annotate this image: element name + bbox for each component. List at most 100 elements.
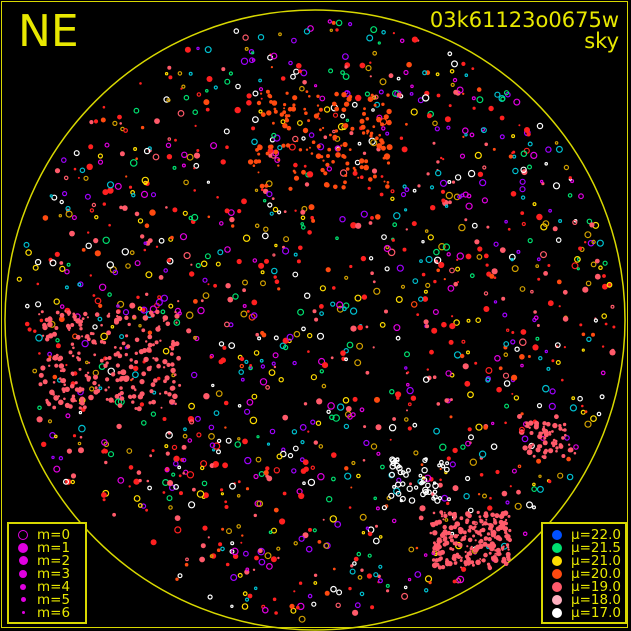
star-marker <box>261 232 269 240</box>
star-marker <box>359 513 367 521</box>
star-marker <box>387 248 396 257</box>
star-marker <box>471 520 476 525</box>
star-marker <box>372 346 375 349</box>
star-marker <box>410 395 417 401</box>
star-marker <box>594 258 600 264</box>
star-marker <box>136 406 142 412</box>
star-marker <box>343 423 350 430</box>
star-marker <box>53 465 61 473</box>
star-marker <box>479 534 483 537</box>
star-marker <box>54 251 60 257</box>
star-marker <box>58 399 64 406</box>
star-marker <box>494 354 501 362</box>
star-marker <box>546 421 551 427</box>
star-marker <box>590 415 597 423</box>
star-marker <box>364 159 369 164</box>
star-marker <box>501 296 506 301</box>
star-marker <box>448 104 452 108</box>
star-marker <box>333 184 338 190</box>
star-marker <box>59 377 62 380</box>
star-marker <box>409 91 414 96</box>
star-marker <box>552 422 558 429</box>
star-marker <box>273 365 277 369</box>
star-marker <box>112 120 118 127</box>
star-marker <box>181 457 187 463</box>
star-marker <box>508 154 513 159</box>
star-marker <box>388 424 397 432</box>
star-marker <box>117 371 121 375</box>
star-marker <box>444 518 449 522</box>
star-marker <box>461 61 466 66</box>
star-marker <box>164 467 170 473</box>
star-marker <box>94 386 98 390</box>
star-marker <box>273 335 279 341</box>
star-marker <box>242 550 249 557</box>
star-marker <box>432 511 436 515</box>
star-marker <box>72 346 75 350</box>
star-marker <box>441 321 447 328</box>
star-marker <box>548 448 554 454</box>
star-marker <box>350 325 357 332</box>
legend-row-surface-brightness: μ=21.0 <box>549 553 625 569</box>
star-marker <box>24 321 30 327</box>
star-marker <box>149 209 156 216</box>
star-marker <box>482 541 488 547</box>
star-marker <box>59 199 64 205</box>
star-marker <box>255 456 262 463</box>
star-marker <box>257 171 260 174</box>
star-marker <box>525 424 530 428</box>
star-marker <box>441 198 446 203</box>
star-marker <box>292 103 296 107</box>
star-marker <box>501 515 505 519</box>
star-marker <box>259 358 264 363</box>
star-marker <box>423 553 428 557</box>
star-marker <box>324 590 330 596</box>
star-marker <box>241 198 247 205</box>
star-marker <box>305 148 309 151</box>
star-marker <box>561 378 564 382</box>
star-marker <box>133 495 141 502</box>
color-swatch-icon <box>549 594 565 605</box>
star-marker <box>54 326 59 330</box>
star-marker <box>64 309 67 313</box>
star-marker <box>130 385 136 390</box>
star-marker <box>545 146 552 153</box>
star-marker <box>425 482 431 489</box>
star-marker <box>563 428 567 432</box>
star-marker <box>505 513 508 516</box>
star-marker <box>323 542 331 550</box>
star-marker <box>433 256 442 264</box>
star-marker <box>510 191 517 197</box>
star-marker <box>36 416 43 423</box>
star-marker <box>319 128 322 132</box>
star-marker <box>370 443 378 450</box>
star-marker <box>253 473 259 480</box>
star-marker <box>183 252 191 260</box>
star-marker <box>566 456 571 462</box>
star-marker <box>440 189 446 194</box>
star-marker <box>202 277 208 283</box>
star-marker <box>342 53 349 60</box>
star-marker <box>70 371 75 376</box>
star-marker <box>449 267 455 274</box>
star-marker <box>252 164 256 167</box>
star-marker <box>102 236 110 244</box>
star-marker <box>190 263 193 266</box>
star-marker <box>133 107 140 114</box>
star-marker <box>512 167 519 175</box>
star-marker <box>461 566 467 572</box>
star-marker <box>542 440 548 446</box>
star-marker <box>164 71 169 76</box>
star-marker <box>103 449 108 454</box>
star-marker <box>433 248 440 256</box>
star-marker <box>148 310 154 315</box>
star-marker <box>105 397 109 401</box>
star-marker <box>184 562 189 567</box>
star-marker <box>162 366 166 369</box>
star-marker <box>92 324 98 330</box>
star-marker <box>98 303 103 308</box>
star-marker <box>86 378 91 382</box>
star-marker <box>406 371 410 374</box>
star-marker <box>555 145 563 153</box>
star-marker <box>134 351 138 355</box>
